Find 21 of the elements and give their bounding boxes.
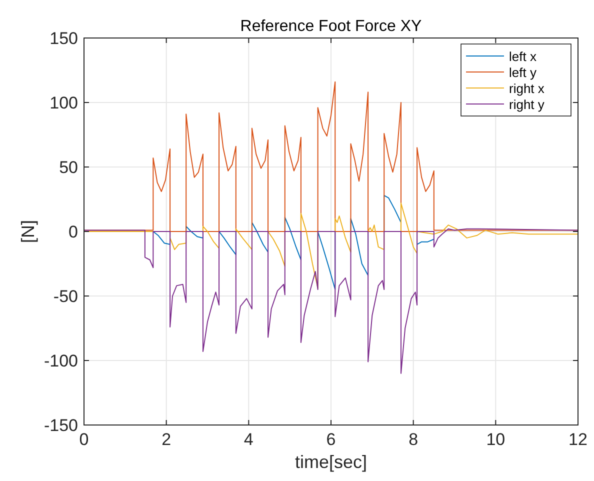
y-tick-label: 100 — [50, 94, 78, 112]
y-tick-label: -150 — [44, 416, 78, 435]
x-tick-label: 2 — [162, 430, 172, 449]
y-tick-label: -100 — [44, 352, 78, 370]
legend-label: left x — [509, 49, 537, 64]
y-tick-label: 50 — [59, 158, 78, 177]
y-tick-label: 150 — [50, 29, 78, 48]
x-tick-label: 6 — [326, 430, 336, 449]
x-tick-label: 8 — [408, 430, 418, 449]
x-tick-label: 4 — [244, 430, 254, 449]
x-tick-label: 12 — [568, 430, 588, 449]
line-series — [84, 228, 578, 374]
legend-label: left y — [509, 65, 537, 80]
chart-title: Reference Foot Force XY — [240, 18, 422, 35]
legend-label: right x — [509, 81, 545, 96]
legend-label: right y — [509, 97, 545, 112]
x-axis-title: time[sec] — [294, 452, 368, 472]
y-axis-title: [N] — [18, 220, 38, 244]
x-tick-label: 10 — [486, 430, 506, 449]
y-tick-label: 0 — [68, 222, 78, 242]
y-tick-label: -50 — [53, 287, 78, 306]
